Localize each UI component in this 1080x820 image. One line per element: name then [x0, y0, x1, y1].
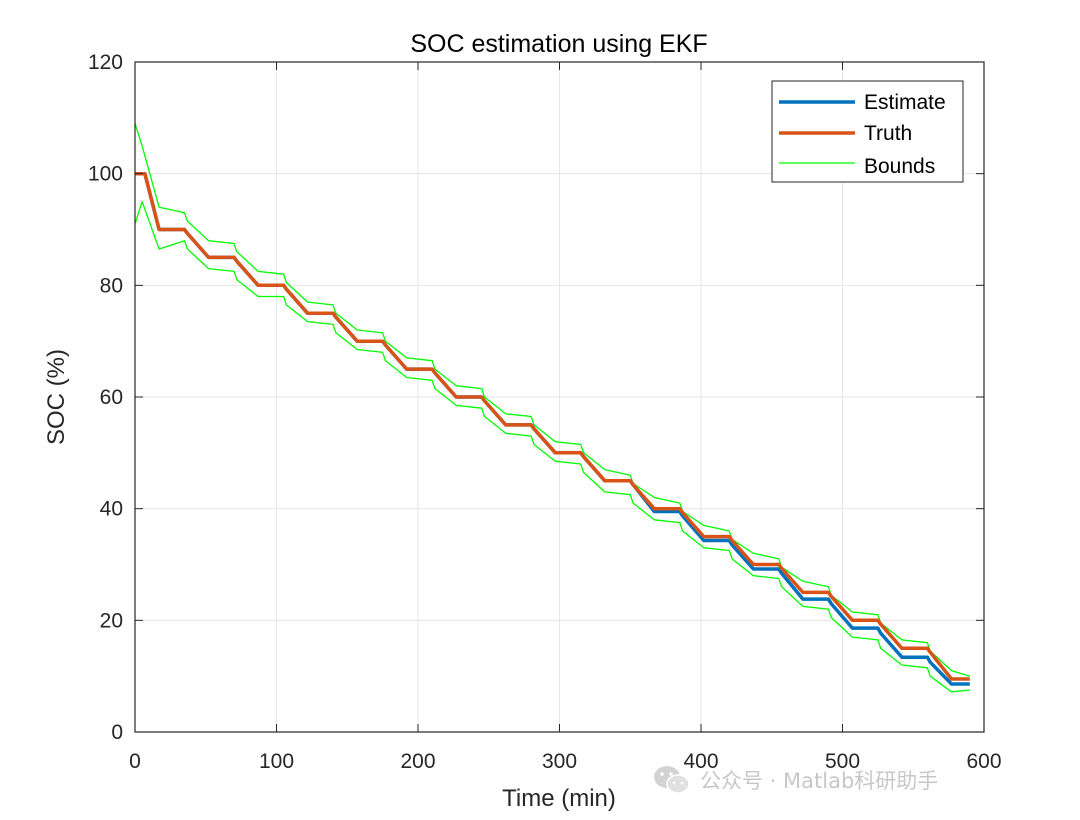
y-tick-label: 40 [100, 498, 123, 521]
x-tick-label: 400 [683, 750, 718, 773]
legend-label-bounds: Bounds [864, 155, 935, 178]
wechat-icon [654, 766, 690, 794]
y-tick-label: 20 [100, 609, 123, 632]
x-axis-label: Time (min) [502, 785, 616, 812]
y-tick-label: 120 [88, 51, 123, 74]
watermark-text: 公众号 · Matlab科研助手 [700, 769, 939, 793]
series-bounds-upper-line [134, 123, 970, 677]
y-tick-label: 0 [111, 721, 123, 744]
y-tick-label: 100 [88, 163, 123, 186]
x-tick-label: 600 [966, 750, 1001, 773]
series-truth-line [135, 171, 970, 681]
y-tick-label: 60 [100, 386, 123, 409]
y-axis-label: SOC (%) [43, 349, 70, 445]
chart-title: SOC estimation using EKF [410, 30, 707, 58]
x-tick-label: 100 [259, 750, 294, 773]
series-bounds-lower-line [134, 200, 970, 693]
x-tick-label: 0 [129, 750, 141, 773]
x-tick-label: 200 [400, 750, 435, 773]
legend: Estimate Truth Bounds [771, 80, 964, 183]
x-tick-label: 300 [542, 750, 577, 773]
y-tick-label: 80 [100, 274, 123, 297]
series-group [134, 123, 970, 693]
x-tick-label: 500 [825, 750, 860, 773]
ticks: 0 100 200 300 400 500 600 0 20 40 60 80 100 120 [88, 51, 1002, 773]
legend-label-estimate: Estimate [864, 91, 946, 114]
watermark: 公众号 · Matlab科研助手 [652, 760, 1052, 800]
legend-label-truth: Truth [864, 122, 912, 145]
